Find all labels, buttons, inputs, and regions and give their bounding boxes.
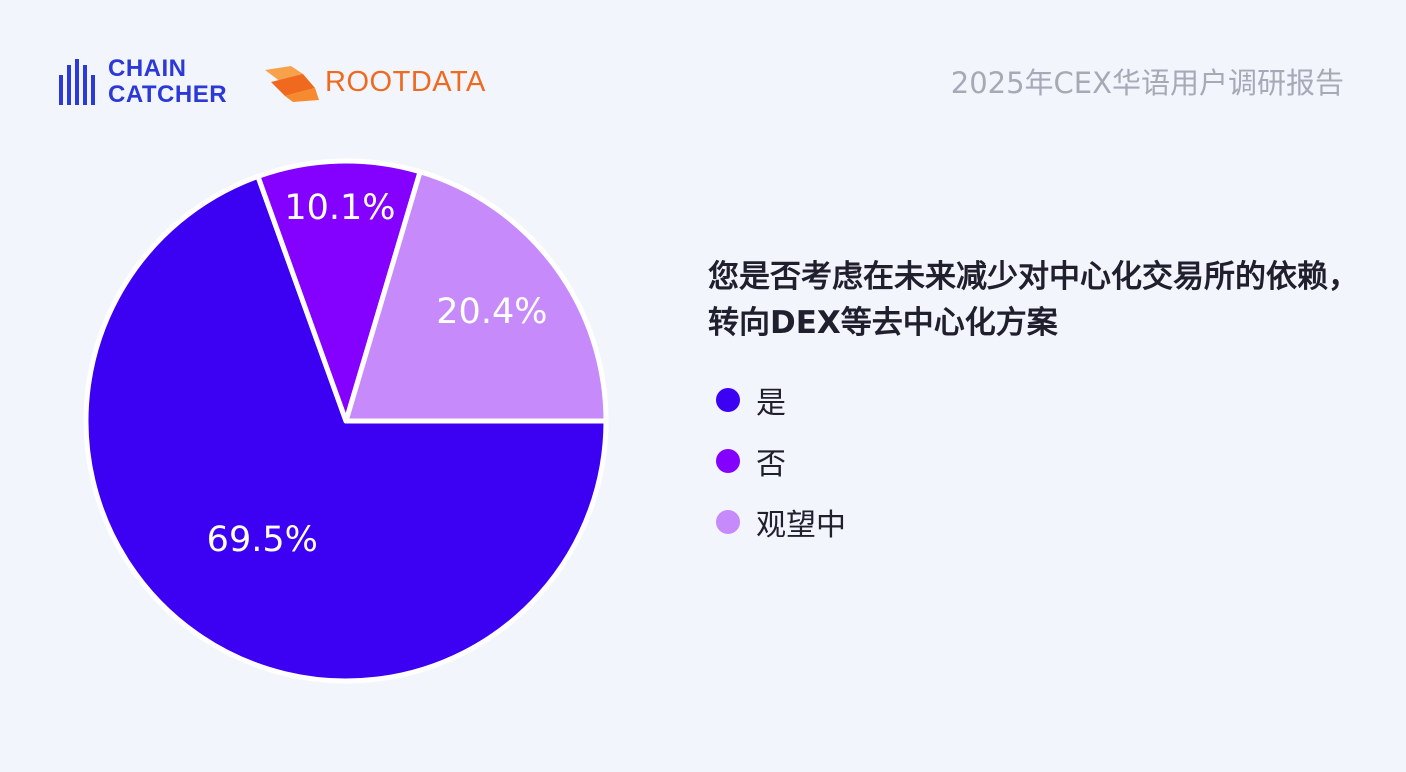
pie-chart: 69.5% 10.1% 20.4% [83,158,609,684]
header-logos: CHAIN CATCHER ROOTDATA [58,50,486,114]
pie-slice-label-1: 69.5% [207,520,318,560]
rootdata-logo: ROOTDATA [263,60,486,104]
legend-label-2: 否 [756,447,786,482]
legend-swatch-3 [716,510,740,534]
chaincatcher-line2: CATCHER [108,81,228,108]
rootdata-wordmark: ROOTDATA [325,65,486,98]
legend-item-3: 观望中 [716,499,846,545]
chaincatcher-logo: CHAIN CATCHER [58,53,227,111]
pie-slices [83,158,609,684]
rootdata-mark-icon [265,66,320,102]
pie-labels: 69.5% 10.1% 20.4% [207,188,548,560]
legend-item-1: 是 [716,377,846,423]
legend-label-3: 观望中 [756,508,846,543]
pie-slice-2 [255,158,423,424]
legend-swatch-1 [716,388,740,412]
chart-title: 您是否考虑在未来减少对中心化交易所的依赖，转向DEX等去中心化方案 [708,259,1359,341]
report-title: 2025年CEX华语用户调研报告 [950,66,1344,100]
chart-legend: 是否观望中 [716,377,846,560]
chaincatcher-mark-icon [59,59,95,105]
legend-swatch-2 [716,449,740,473]
chaincatcher-line1: CHAIN [108,55,187,82]
pie-slice-1 [83,173,609,684]
pie-slice-3 [343,169,609,424]
pie-slice-label-3: 20.4% [436,292,547,332]
pie-slice-label-2: 10.1% [284,188,395,228]
chaincatcher-wordmark: CHAIN CATCHER [108,56,227,108]
legend-item-2: 否 [716,438,846,484]
legend-label-1: 是 [756,386,786,421]
